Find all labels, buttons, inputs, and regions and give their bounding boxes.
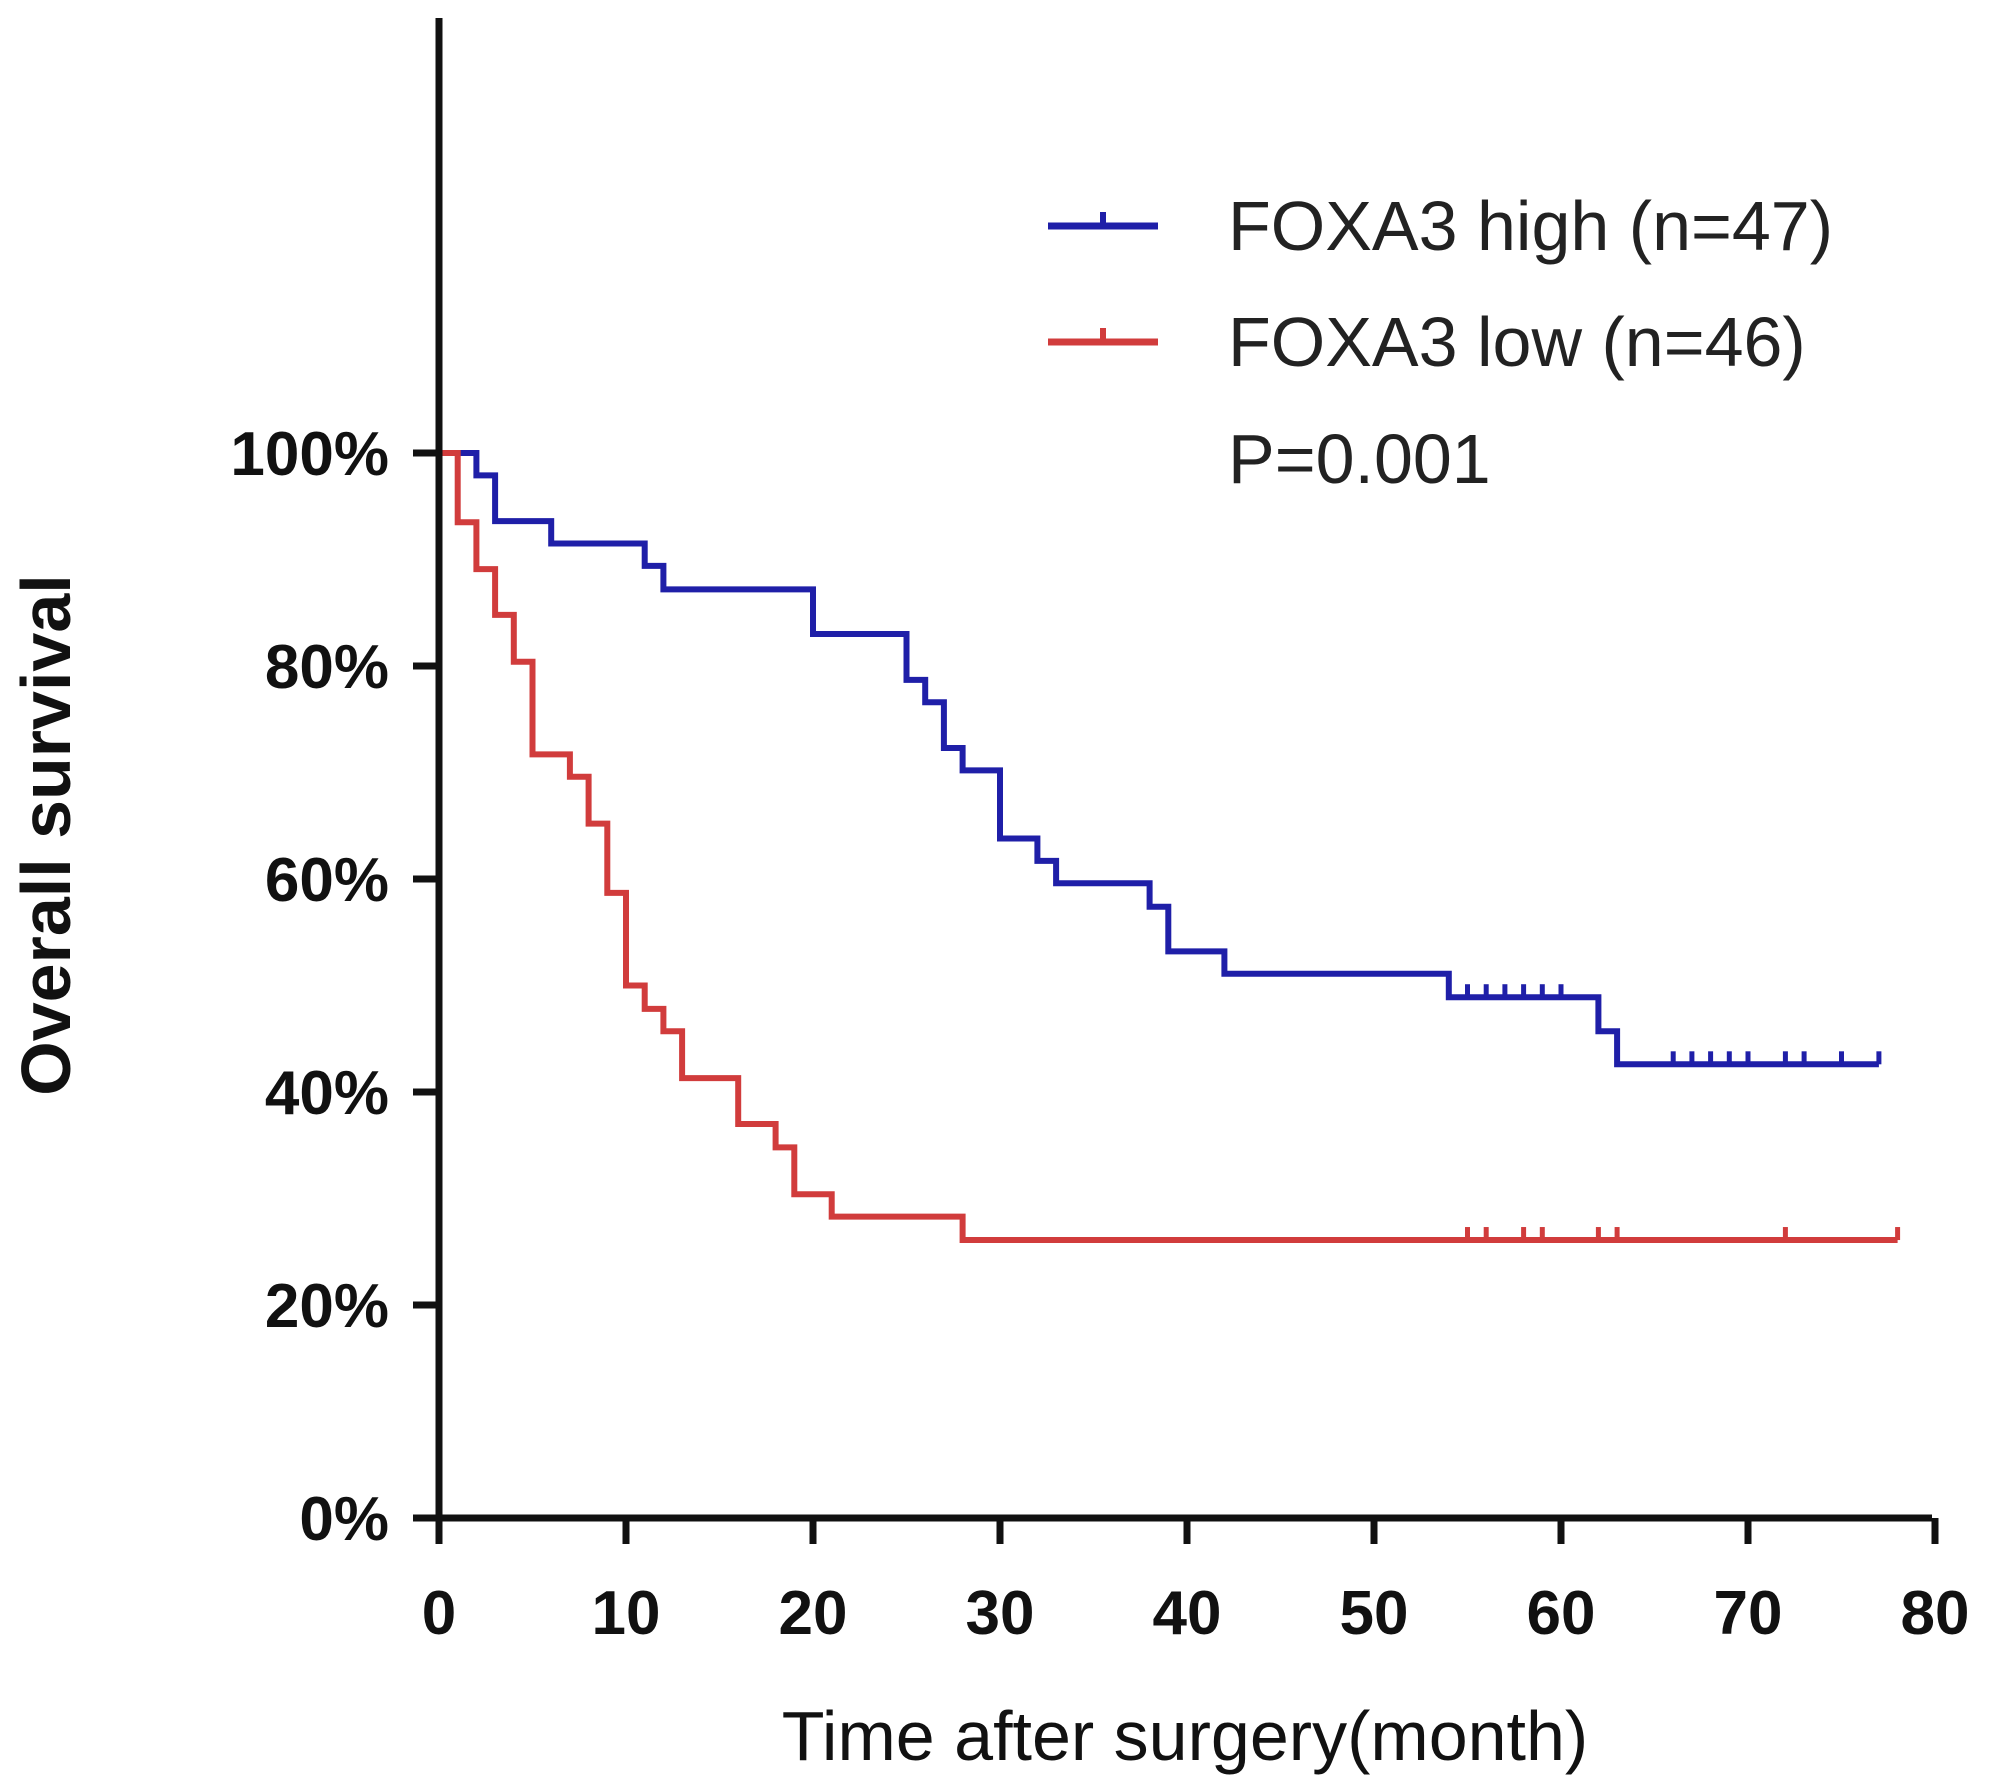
plot-area: [439, 450, 1901, 1244]
x-axis-title: Time after surgery(month): [782, 1697, 1589, 1775]
x-tick-label: 0: [422, 1579, 456, 1648]
y-axis-title: Overall survival: [7, 574, 85, 1095]
legend-label-low: FOXA3 low (n=46): [1228, 303, 1806, 381]
y-tick-label: 20%: [265, 1272, 389, 1341]
x-tick-label: 10: [592, 1579, 661, 1648]
x-tick-label: 50: [1340, 1579, 1409, 1648]
legend: FOXA3 high (n=47) FOXA3 low (n=46) P=0.0…: [1048, 187, 1833, 498]
x-tick-label: 20: [779, 1579, 848, 1648]
y-tick-label: 60%: [265, 846, 389, 915]
legend-label-high: FOXA3 high (n=47): [1228, 187, 1833, 265]
y-tick-label: 80%: [265, 633, 389, 702]
x-tick-label: 60: [1527, 1579, 1596, 1648]
survival-curve-low: [439, 450, 1898, 1244]
p-value-annotation: P=0.001: [1228, 420, 1491, 498]
ticks: 0% 20% 40% 60% 80% 100% 0 10 20 30 40 50 60 70 80: [230, 420, 1969, 1648]
x-tick-label: 30: [966, 1579, 1035, 1648]
x-tick-label: 80: [1901, 1579, 1970, 1648]
x-tick-label: 70: [1714, 1579, 1783, 1648]
survival-curve-high: [439, 450, 1879, 1068]
x-tick-label: 40: [1153, 1579, 1222, 1648]
y-tick-label: 100%: [230, 420, 389, 489]
y-tick-label: 40%: [265, 1059, 389, 1128]
y-tick-label: 0%: [299, 1485, 389, 1554]
